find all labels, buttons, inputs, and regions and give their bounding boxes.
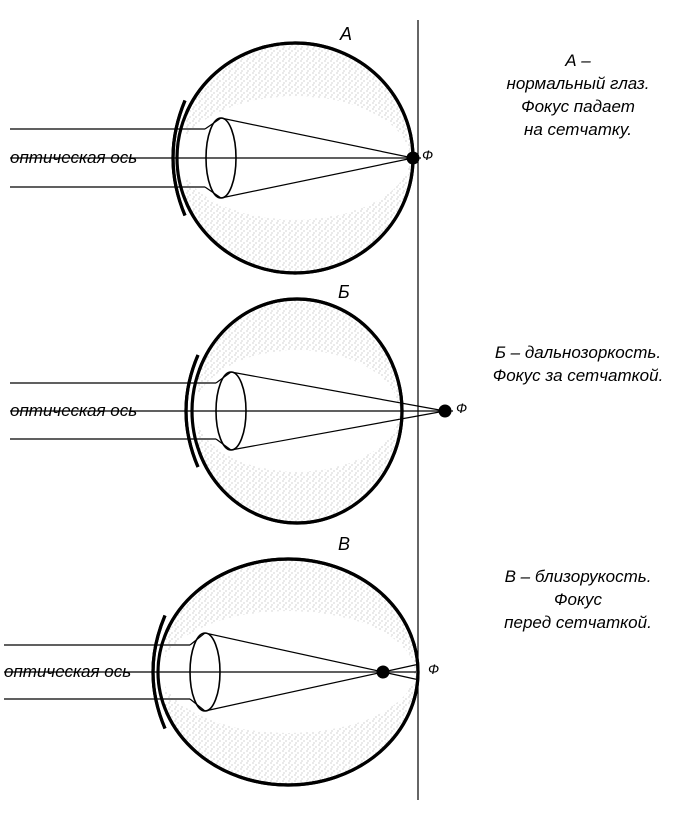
axis-label-a: оптическая ось (10, 148, 137, 168)
panel-letter-a: А (340, 24, 352, 45)
focus-label-a: Ф (422, 147, 433, 163)
panel-letter-b: Б (338, 282, 350, 303)
axis-label-b: оптическая ось (10, 401, 137, 421)
description-a: А – нормальный глаз. Фокус падает на сет… (478, 50, 678, 142)
focus-label-b: Ф (456, 400, 467, 416)
description-v: В – близорукость. Фокус перед сетчаткой. (478, 566, 678, 635)
diagram-container: А оптическая ось Ф А – нормальный глаз. … (0, 0, 700, 819)
focus-label-v: Ф (428, 661, 439, 677)
description-b: Б – дальнозоркость. Фокус за сетчаткой. (468, 342, 688, 388)
axis-label-v: оптическая ось (4, 662, 131, 682)
panel-letter-v: В (338, 534, 350, 555)
